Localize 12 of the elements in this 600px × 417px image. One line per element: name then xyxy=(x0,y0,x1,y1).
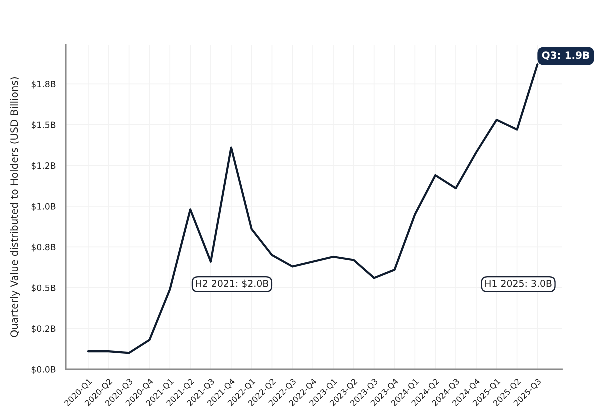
y-tick-label: $0.8B xyxy=(32,244,56,252)
y-axis-title: Quarterly Value distributed to Holders (USD Billions) xyxy=(10,78,20,338)
y-tick-label: $0.2B xyxy=(32,325,56,334)
annotation: H1 2025: 3.0B xyxy=(486,280,552,288)
y-tick-label: $0.0B xyxy=(32,366,56,374)
y-tick-label: $1.8B xyxy=(32,80,56,89)
y-tick-label: $1.5B xyxy=(32,122,56,130)
y-tick-label: $1.0B xyxy=(32,203,56,211)
y-tick-label: $1.2B xyxy=(32,162,56,170)
annotation: H2 2021: $2.0B xyxy=(196,280,268,288)
y-tick-label: $0.5B xyxy=(32,284,56,292)
annotation: Q3: 1.9B xyxy=(542,52,590,60)
